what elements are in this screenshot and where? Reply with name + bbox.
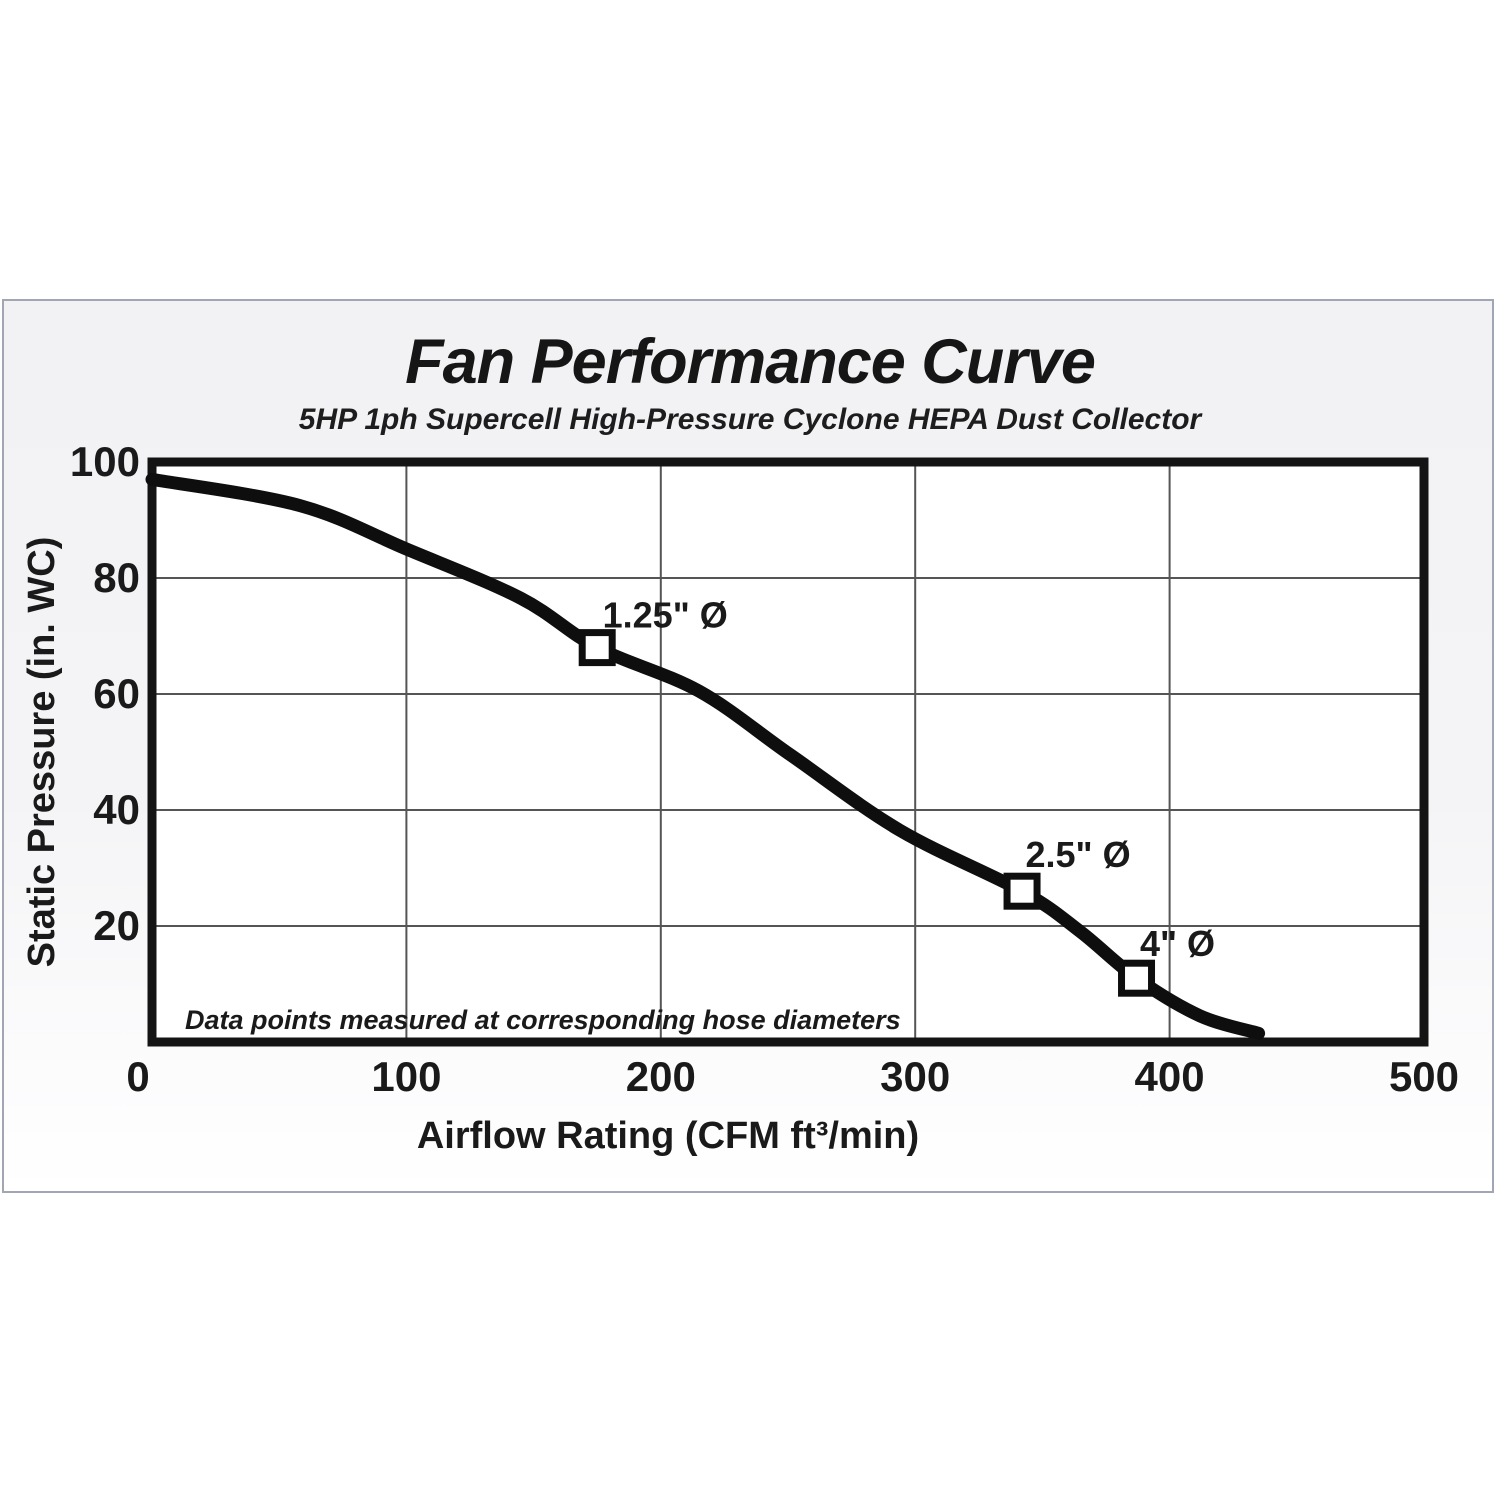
x-tick-label: 300 [880, 1053, 950, 1100]
chart-title: Fan Performance Curve [405, 327, 1096, 397]
y-axis-title: Static Pressure (in. WC) [21, 537, 63, 968]
x-tick-label: 400 [1135, 1053, 1205, 1100]
fan-curve [145, 472, 1266, 1040]
x-tick-label: 200 [626, 1053, 696, 1100]
y-tick-label: 20 [93, 902, 140, 949]
x-tick-label: 0 [126, 1053, 149, 1100]
x-tick-label: 500 [1389, 1053, 1459, 1100]
data-point-marker [1003, 872, 1041, 910]
plot-frame [147, 457, 1429, 1047]
y-tick-label: 40 [93, 786, 140, 833]
data-point-label: 1.25" Ø [603, 595, 728, 636]
y-tick-label: 80 [93, 554, 140, 601]
chart-footnote: Data points measured at corresponding ho… [185, 1005, 901, 1035]
x-tick-label: 100 [371, 1053, 441, 1100]
data-point-marker [578, 629, 616, 667]
data-point-label: 2.5" Ø [1025, 834, 1130, 875]
fan-performance-chart: 1.25" Ø 2.5" Ø 4" Ø 0 100 200 300 400 500 100 80 60… [21, 438, 1459, 1157]
chart-subtitle: 5HP 1ph Supercell High-Pressure Cyclone … [298, 403, 1202, 436]
y-tick-label: 60 [93, 670, 140, 717]
data-point-marker [1118, 959, 1156, 997]
data-point-label: 4" Ø [1140, 923, 1215, 964]
x-axis-title: Airflow Rating (CFM ft³/min) [417, 1115, 919, 1157]
y-tick-label: 100 [70, 438, 140, 485]
